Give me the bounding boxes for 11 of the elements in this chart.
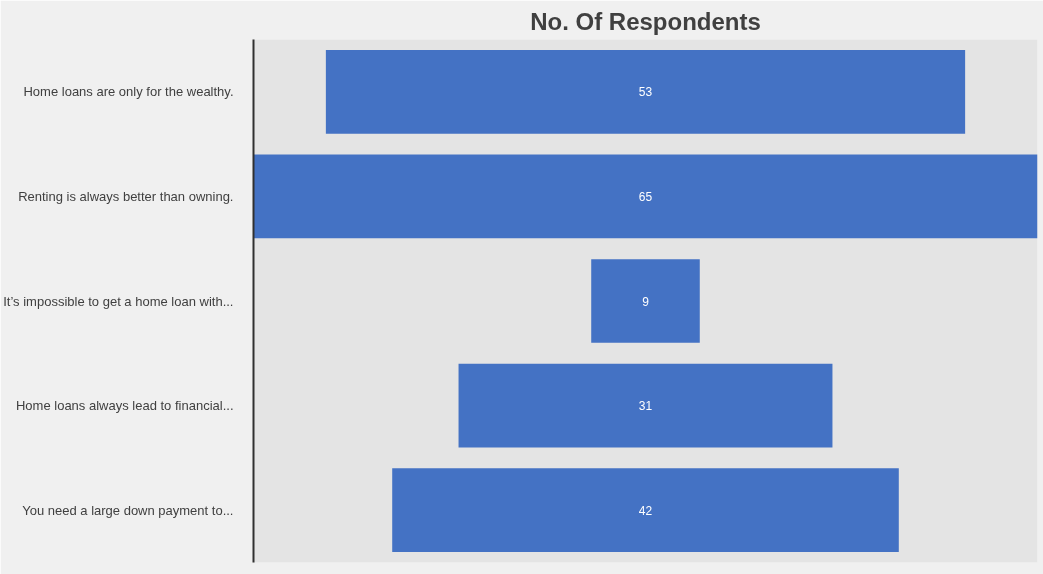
- category-label: It’s impossible to get a home loan with...: [3, 293, 234, 309]
- text: No. Of Respondents: [530, 7, 761, 35]
- data-label: 9: [642, 294, 650, 309]
- data-label: 42: [638, 503, 653, 518]
- data-label: 31: [638, 399, 653, 414]
- data-label: 65: [638, 189, 653, 204]
- category-label: Home loans are only for the wealthy.: [23, 84, 234, 100]
- data-label: 53: [638, 85, 653, 100]
- category-label: Renting is always better than owning.: [18, 188, 234, 204]
- category-label: Home loans always lead to financial...: [16, 398, 234, 414]
- category-label: You need a large down payment to...: [22, 502, 234, 518]
